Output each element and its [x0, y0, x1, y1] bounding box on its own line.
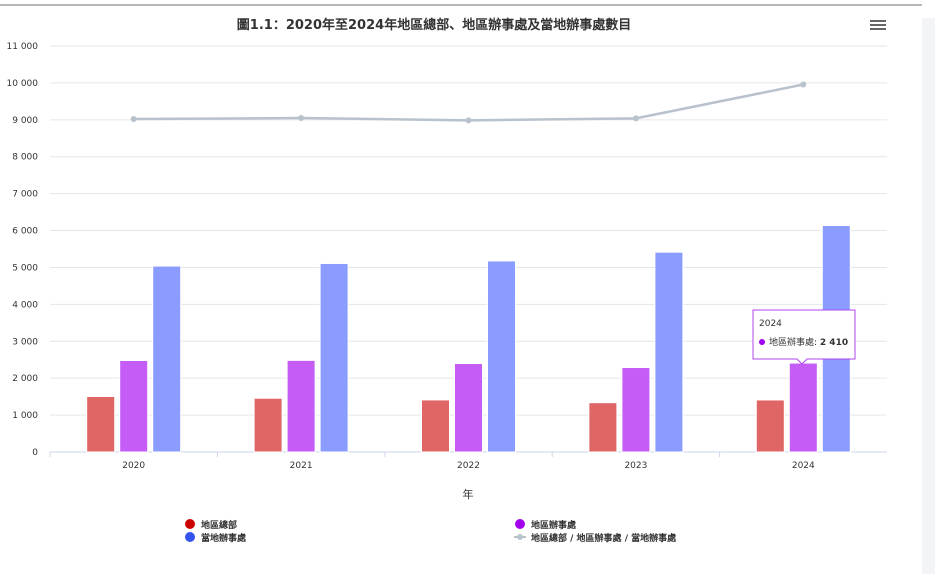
bar-地區辦事處-2024 — [788, 362, 818, 453]
y-tick-label: 0 — [32, 448, 38, 458]
tooltip-marker — [759, 339, 765, 345]
y-tick-label: 10 000 — [7, 79, 39, 89]
legend-item[interactable]: 地區總部 / 地區辦事處 / 當地辦事處 — [531, 532, 677, 544]
bar-當地辦事處-2022 — [487, 260, 516, 453]
y-tick-label: 6 000 — [12, 227, 38, 237]
tooltip-box — [752, 309, 856, 365]
y-tick-label: 4 000 — [12, 300, 38, 310]
bar-地區辦事處-2020 — [119, 360, 149, 453]
chart-title: 圖1.1：2020年至2024年地區總部、地區辦事處及當地辦事處數目 — [237, 17, 631, 33]
tooltip-title: 2024 — [759, 319, 782, 329]
x-tick-label: 2022 — [457, 461, 480, 471]
y-tick-label: 8 000 — [12, 153, 38, 163]
line-point-2021 — [298, 115, 305, 122]
line-point-2024 — [800, 81, 807, 88]
legend-line-marker — [517, 534, 523, 540]
divider — [0, 4, 922, 6]
x-tick-label: 2023 — [624, 461, 647, 471]
bar-地區總部-2022 — [421, 399, 450, 453]
y-tick-label: 9 000 — [12, 116, 38, 126]
y-tick-label: 11 000 — [7, 42, 39, 52]
tooltip-text: 地區辦事處: 2 410 — [769, 336, 848, 348]
legend-item[interactable]: 地區辦事處 — [531, 519, 577, 531]
scrollbar[interactable] — [922, 18, 935, 574]
legend-item[interactable]: 當地辦事處 — [201, 532, 247, 544]
y-tick-label: 3 000 — [12, 337, 38, 347]
x-tick-label: 2024 — [792, 461, 815, 471]
legend-marker — [185, 532, 195, 542]
legend-marker — [185, 519, 195, 529]
bar-當地辦事處-2020 — [152, 265, 182, 453]
bar-地區總部-2023 — [588, 402, 618, 453]
line-point-2020 — [130, 116, 137, 123]
bar-地區辦事處-2023 — [621, 367, 651, 453]
x-tick-label: 2020 — [122, 461, 145, 471]
bar-地區辦事處-2021 — [286, 359, 316, 453]
bar-地區總部-2024 — [755, 399, 785, 453]
bar-當地辦事處-2021 — [319, 262, 349, 453]
line-point-2023 — [632, 115, 639, 122]
bar-地區辦事處-2022 — [454, 363, 483, 453]
legend-item[interactable]: 地區總部 — [201, 519, 237, 531]
legend-marker — [515, 519, 525, 529]
y-tick-label: 2 000 — [12, 374, 38, 384]
y-tick-label: 7 000 — [12, 190, 38, 200]
x-axis-label: 年 — [463, 487, 474, 501]
line-series — [133, 83, 804, 122]
bar-地區總部-2020 — [86, 395, 116, 453]
bar-當地辦事處-2023 — [654, 251, 684, 453]
line-point-2022 — [465, 117, 472, 124]
hamburger-menu-icon[interactable] — [870, 18, 886, 32]
bar-地區總部-2021 — [253, 397, 283, 453]
y-tick-label: 5 000 — [12, 263, 38, 273]
y-tick-label: 1 000 — [12, 411, 38, 421]
x-tick-label: 2021 — [290, 461, 313, 471]
